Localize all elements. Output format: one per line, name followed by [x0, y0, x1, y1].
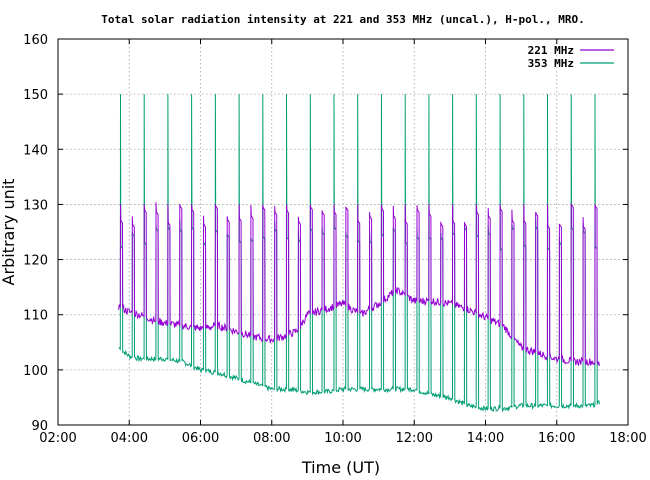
x-tick-label: 18:00: [609, 431, 646, 446]
x-tick-label: 04:00: [111, 431, 148, 446]
y-tick-label: 90: [31, 419, 48, 434]
x-tick-label: 14:00: [467, 431, 504, 446]
y-axis-label: Arbitrary unit: [0, 179, 18, 286]
chart-title: Total solar radiation intensity at 221 a…: [101, 13, 584, 26]
y-tick-label: 140: [23, 143, 48, 158]
plot-frame: [57, 38, 629, 426]
tick-layer: 02:00 04:00 06:00 08:00 10:00 12:00 14:00 16:00…: [23, 33, 647, 446]
y-tick-label: 150: [23, 88, 48, 103]
x-tick-label: 06:00: [182, 431, 219, 446]
x-tick-label: 16:00: [538, 431, 575, 446]
y-tick-label: 120: [23, 254, 48, 269]
y-tick-label: 160: [23, 33, 48, 48]
y-tick-label: 130: [23, 198, 48, 213]
series-layer: [118, 94, 600, 413]
legend-label-353: 353 MHz: [528, 57, 574, 70]
grid-layer: [58, 39, 628, 425]
y-tick-label: 110: [23, 309, 48, 324]
series-line-221-mhz: [118, 202, 600, 367]
x-tick-label: 02:00: [39, 431, 76, 446]
x-tick-label: 08:00: [253, 431, 290, 446]
legend: 221 MHz 353 MHz: [528, 44, 614, 70]
legend-label-221: 221 MHz: [528, 44, 574, 57]
x-tick-label: 12:00: [396, 431, 433, 446]
x-axis-label: Time (UT): [301, 458, 380, 477]
y-tick-label: 100: [23, 364, 48, 379]
x-tick-label: 10:00: [324, 431, 361, 446]
